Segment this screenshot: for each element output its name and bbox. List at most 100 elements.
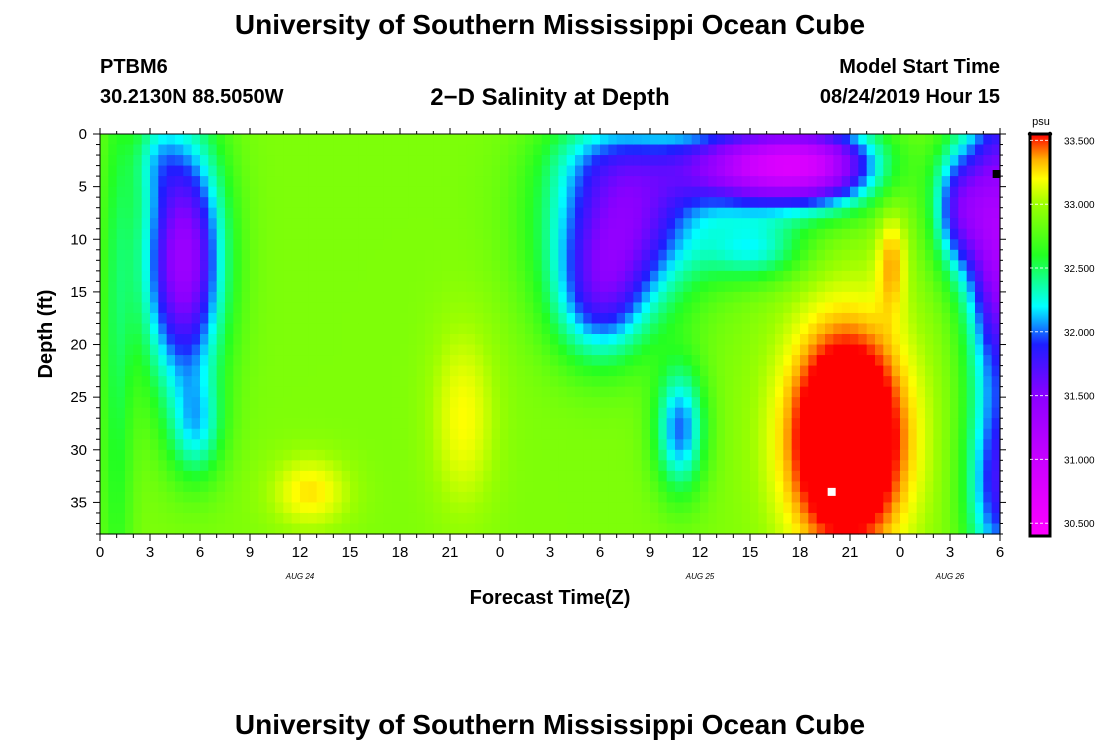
heatmap-cell <box>958 260 968 272</box>
heatmap-cell <box>741 334 751 346</box>
heatmap-cell <box>166 344 176 356</box>
heatmap-cell <box>600 460 609 472</box>
heatmap-cell <box>316 397 326 409</box>
heatmap-cell <box>566 449 576 461</box>
heatmap-cell <box>358 291 368 304</box>
heatmap-cell <box>866 218 876 230</box>
heatmap-cell <box>808 176 818 188</box>
heatmap-cell <box>150 344 159 356</box>
heatmap-cell <box>233 376 243 388</box>
heatmap-cell <box>275 334 284 346</box>
heatmap-cell <box>166 481 176 493</box>
heatmap-cell <box>275 481 284 493</box>
heatmap-cell <box>391 260 401 272</box>
heatmap-cell <box>133 523 143 535</box>
heatmap-cell <box>175 470 184 482</box>
heatmap-cell <box>733 376 743 388</box>
heatmap-cell <box>925 397 934 409</box>
heatmap-cell <box>291 344 301 356</box>
heatmap-cell <box>825 481 834 493</box>
heatmap-cell <box>408 228 418 240</box>
heatmap-cell <box>975 449 984 461</box>
heatmap-cell <box>791 323 801 335</box>
heatmap-cell <box>758 344 768 356</box>
heatmap-cell <box>275 418 284 430</box>
heatmap-cell <box>900 418 909 430</box>
heatmap-cell <box>841 197 851 209</box>
heatmap-cell <box>391 449 401 461</box>
heatmap-cell <box>500 197 509 209</box>
heatmap-cell <box>791 144 801 156</box>
heatmap-cell <box>458 428 468 440</box>
heatmap-cell <box>241 312 251 325</box>
x-tick-label: 9 <box>646 544 654 561</box>
heatmap-cell <box>733 165 743 177</box>
heatmap-cell <box>800 365 809 377</box>
heatmap-cell <box>975 249 984 261</box>
heatmap-cell <box>358 186 368 198</box>
heatmap-cell <box>641 186 651 198</box>
heatmap-cell <box>558 512 568 525</box>
heatmap-cell <box>366 407 376 419</box>
heatmap-cell <box>883 439 893 451</box>
heatmap-cell <box>783 291 793 304</box>
heatmap-cell <box>616 207 626 219</box>
heatmap-cell <box>208 165 218 177</box>
heatmap-cell <box>458 281 468 293</box>
heatmap-cell <box>241 207 251 219</box>
heatmap-cell <box>533 334 543 346</box>
heatmap-cell <box>116 407 126 419</box>
heatmap-cell <box>850 218 859 230</box>
heatmap-cell <box>941 334 951 346</box>
heatmap-cell <box>983 491 993 504</box>
heatmap-cell <box>650 344 659 356</box>
heatmap-cell <box>375 502 384 514</box>
heatmap-cell <box>183 260 193 272</box>
heatmap-cell <box>725 523 734 535</box>
heatmap-cell <box>708 407 718 419</box>
heatmap-cell <box>308 134 318 146</box>
heatmap-cell <box>250 355 259 367</box>
heatmap-cell <box>208 281 218 293</box>
heatmap-cell <box>200 176 209 188</box>
heatmap-cell <box>558 376 568 388</box>
heatmap-cell <box>166 291 176 304</box>
heatmap-cell <box>208 449 218 461</box>
heatmap-cell <box>375 397 384 409</box>
heatmap-cell <box>491 197 501 209</box>
heatmap-cell <box>691 281 701 293</box>
heatmap-cell <box>641 134 651 146</box>
heatmap-cell <box>258 334 268 346</box>
heatmap-cell <box>175 270 184 282</box>
heatmap-cell <box>500 481 509 493</box>
heatmap-cell <box>175 302 184 314</box>
heatmap-cell <box>466 386 476 398</box>
heatmap-cell <box>733 481 743 493</box>
heatmap-cell <box>925 428 934 440</box>
heatmap-cell <box>600 439 609 451</box>
heatmap-cell <box>500 460 509 472</box>
heatmap-cell <box>491 523 501 535</box>
heatmap-cell <box>658 481 668 493</box>
heatmap-cell <box>291 470 301 482</box>
heatmap-cell <box>566 386 576 398</box>
heatmap-cell <box>716 523 726 535</box>
heatmap-cell <box>150 512 159 525</box>
heatmap-cell <box>966 512 976 525</box>
heatmap-cell <box>250 281 259 293</box>
heatmap-cell <box>791 365 801 377</box>
heatmap-cell <box>675 365 684 377</box>
heatmap-cell <box>466 502 476 514</box>
heatmap-cell <box>708 291 718 304</box>
heatmap-cell <box>583 397 593 409</box>
heatmap-cell <box>883 397 893 409</box>
heatmap-cell <box>858 428 868 440</box>
heatmap-cell <box>700 197 709 209</box>
colorbar-tick-label: 31.000 <box>1064 455 1095 466</box>
heatmap-cell <box>766 334 776 346</box>
heatmap-cell <box>200 260 209 272</box>
heatmap-cell <box>683 428 693 440</box>
heatmap-cell <box>833 249 843 261</box>
heatmap-cell <box>883 165 893 177</box>
heatmap-cell <box>541 239 551 251</box>
